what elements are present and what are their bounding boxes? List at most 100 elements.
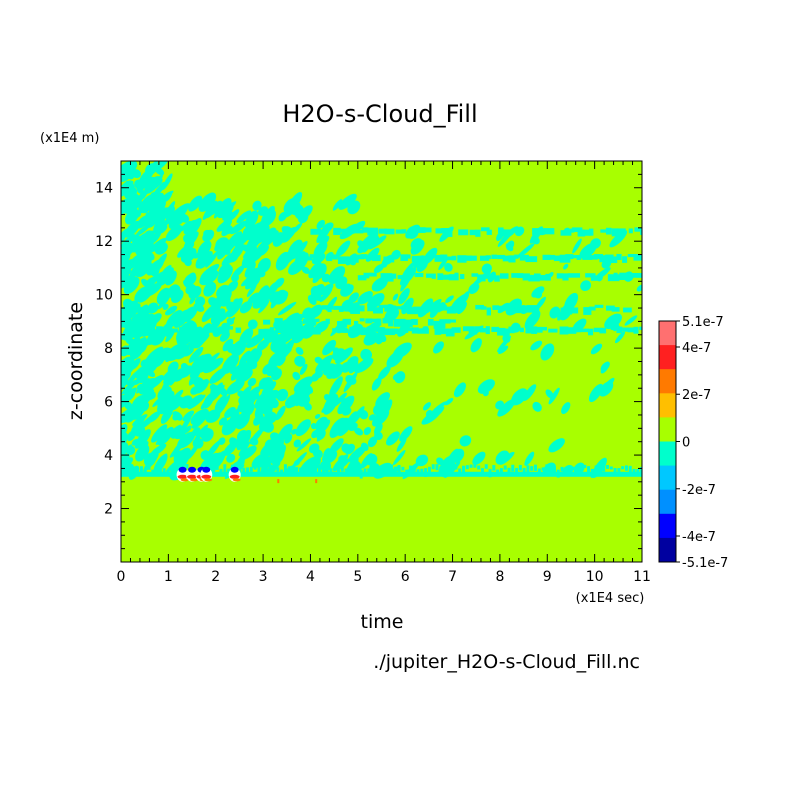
- cloud-band-streak: [371, 277, 388, 292]
- cloud-band-streak: [272, 232, 285, 247]
- cloud-base-ripple: [306, 464, 310, 472]
- cloud-band-segment: [333, 305, 344, 310]
- colorbar-segment: [659, 465, 676, 491]
- cloud-band-segment: [418, 227, 426, 233]
- cloud-band-segment: [156, 326, 162, 331]
- source-filename: ./jupiter_H2O-s-Cloud_Fill.nc: [373, 651, 640, 673]
- cloud-band-streak: [563, 263, 569, 270]
- cloud-band-streak: [198, 251, 213, 269]
- anomaly-positive-outer: [180, 478, 189, 482]
- cloud-band-streak: [600, 361, 610, 372]
- cloud-base-ripple: [484, 464, 488, 469]
- cloud-band-streak: [121, 258, 130, 276]
- cloud-band-streak: [208, 358, 221, 373]
- cloud-band-streak: [145, 346, 164, 363]
- cloud-band-streak: [218, 437, 226, 445]
- cloud-band-segment: [424, 227, 432, 233]
- cloud-band-segment: [316, 229, 325, 233]
- cloud-band-streak: [200, 450, 211, 461]
- cloud-band-segment: [532, 228, 544, 236]
- cloud-band-segment: [508, 326, 515, 334]
- cloud-band-streak: [153, 161, 171, 173]
- cloud-band-segment: [526, 305, 537, 313]
- cloud-band-segment: [411, 255, 422, 263]
- cloud-band-segment: [451, 327, 461, 333]
- cloud-band-segment: [333, 227, 341, 236]
- cloud-band-streak: [125, 243, 132, 251]
- cloud-band-streak: [368, 235, 387, 250]
- cloud-band-segment: [556, 273, 563, 279]
- cloud-band-streak: [314, 369, 324, 379]
- cloud-band-segment: [627, 327, 637, 333]
- cloud-band-streak: [222, 338, 234, 352]
- cloud-base-ripple: [170, 465, 174, 475]
- cloud-band-streak: [421, 410, 441, 425]
- cloud-band-segment: [585, 273, 596, 278]
- x-axis: 0 1 2 3 4 5 6 7 8 9 10 11: [117, 161, 651, 585]
- cloud-band-streak: [196, 359, 211, 373]
- cloud-base-ripple: [587, 466, 591, 476]
- cloud-band-segment: [303, 256, 313, 261]
- cloud-band-segment: [338, 228, 351, 233]
- cloud-band-streak: [217, 265, 233, 284]
- cloud-band-streak: [436, 457, 444, 466]
- cloud-band-segment: [588, 306, 596, 311]
- cloud-base-ripple: [386, 469, 390, 475]
- cloud-band-segment: [325, 318, 330, 324]
- cloud-band-segment: [372, 307, 383, 314]
- cloud-band-segment: [582, 256, 593, 260]
- cloud-band-streak: [129, 340, 145, 360]
- cloud-base-ripple: [318, 464, 322, 474]
- cloud-base-ripple: [340, 465, 344, 472]
- cloud-band-segment: [292, 327, 298, 334]
- x-tick-label: 3: [259, 569, 268, 585]
- cloud-band-streak: [316, 219, 326, 230]
- cloud-band-streak: [130, 358, 141, 370]
- cloud-base-ripple: [628, 465, 632, 473]
- cloud-band-streak: [535, 296, 546, 311]
- cloud-band-segment: [499, 273, 509, 279]
- cloud-band-segment: [302, 319, 313, 324]
- cloud-base-ripple: [424, 468, 428, 478]
- cloud-base-ripple: [147, 464, 151, 470]
- cloud-base-ripple: [238, 467, 242, 474]
- cloud-band-segment: [326, 254, 333, 262]
- cloud-band-segment: [218, 326, 230, 335]
- cloud-band-segment: [480, 306, 487, 310]
- cloud-band-streak: [134, 256, 152, 277]
- cloud-band-streak: [194, 334, 210, 349]
- cloud-band-segment: [400, 327, 409, 333]
- cloud-band-streak: [121, 316, 132, 329]
- cloud-band-segment: [365, 318, 373, 324]
- cloud-band-segment: [480, 227, 490, 232]
- cloud-band-streak: [258, 336, 272, 352]
- cloud-band-streak: [275, 251, 291, 271]
- cloud-band-streak: [204, 210, 214, 219]
- cloud-band-segment: [308, 319, 314, 325]
- cloud-band-segment: [616, 253, 622, 261]
- cloud-base-ripple: [321, 469, 325, 475]
- cloud-band-segment: [201, 328, 208, 336]
- cloud-band-streak: [253, 413, 264, 426]
- cloud-band-segment: [443, 274, 450, 280]
- cloud-base-ripple: [211, 467, 215, 472]
- cloud-band-streak: [121, 447, 128, 459]
- cloud-band-segment: [184, 326, 189, 332]
- colorbar-segment: [659, 513, 676, 539]
- cloud-band-segment: [502, 328, 510, 337]
- cloud-band-streak: [230, 242, 244, 260]
- cloud-band-segment: [639, 326, 642, 331]
- cloud-band-streak: [214, 395, 227, 411]
- cloud-band-streak: [136, 214, 151, 229]
- cloud-band-segment: [357, 275, 367, 281]
- cloud-band-streak: [191, 411, 209, 429]
- cloud-band-streak: [241, 274, 256, 287]
- cloud-band-segment: [468, 255, 477, 261]
- cloud-band-segment: [382, 318, 393, 324]
- cloud-band-segment: [594, 304, 604, 308]
- anomaly-positive: [177, 474, 188, 479]
- anomaly-speck: [277, 479, 280, 484]
- cloud-band-segment: [369, 272, 377, 277]
- cloud-band-streak: [314, 413, 321, 419]
- cloud-band-streak: [360, 453, 373, 469]
